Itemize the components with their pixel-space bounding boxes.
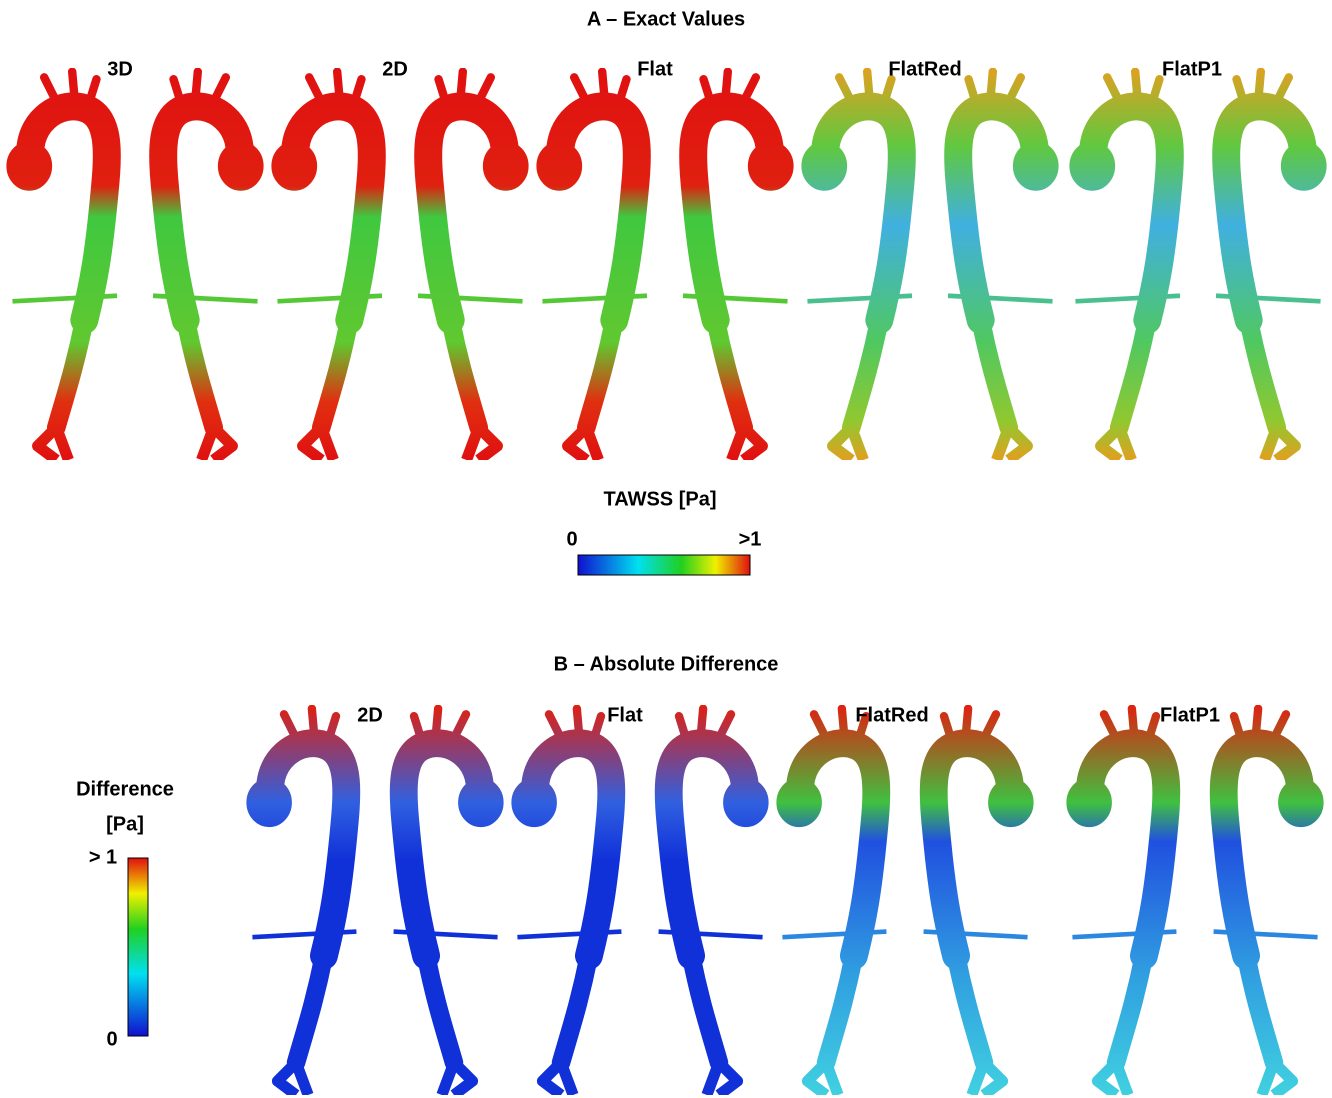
aorta-view xyxy=(512,709,622,1095)
aorta-view xyxy=(948,72,1058,460)
aorta-view xyxy=(418,72,528,460)
aorta-view xyxy=(802,72,912,460)
aorta-view xyxy=(272,72,382,460)
aorta-view xyxy=(777,709,887,1095)
colorbar-label: 0 xyxy=(566,528,577,550)
aorta-view xyxy=(683,72,793,460)
figure: A – Exact Values B – Absolute Difference… xyxy=(0,0,1332,1098)
view-label: 2D xyxy=(382,58,408,80)
aorta-view xyxy=(1214,709,1324,1095)
view-label: 3D xyxy=(107,58,133,80)
view-label: FlatRed xyxy=(888,58,961,80)
aorta-view xyxy=(394,709,504,1095)
view-label: Flat xyxy=(607,704,643,726)
aorta-view xyxy=(659,709,769,1095)
colorbar-label: > 1 xyxy=(89,846,117,868)
aorta-view xyxy=(1067,709,1177,1095)
panel-title: A – Exact Values xyxy=(587,8,745,30)
view-label: 2D xyxy=(357,704,383,726)
aorta-view xyxy=(247,709,357,1095)
aorta-view xyxy=(1216,72,1326,460)
colorbar-title: Difference xyxy=(76,778,174,800)
panel-title: B – Absolute Difference xyxy=(554,653,779,675)
view-label: Flat xyxy=(637,58,673,80)
colorbar-label: >1 xyxy=(739,528,762,550)
colorbar-title: [Pa] xyxy=(106,813,144,835)
colorbar-label: 0 xyxy=(106,1028,117,1050)
colorbar xyxy=(128,858,148,1036)
view-label: FlatP1 xyxy=(1162,58,1222,80)
aorta-view xyxy=(153,72,263,460)
colorbar-title: TAWSS [Pa] xyxy=(604,488,717,510)
aorta-view xyxy=(924,709,1034,1095)
aorta-view xyxy=(1070,72,1180,460)
aorta-view xyxy=(537,72,647,460)
colorbar xyxy=(578,555,750,575)
view-label: FlatRed xyxy=(855,704,928,726)
view-label: FlatP1 xyxy=(1160,704,1220,726)
aorta-view xyxy=(7,72,117,460)
